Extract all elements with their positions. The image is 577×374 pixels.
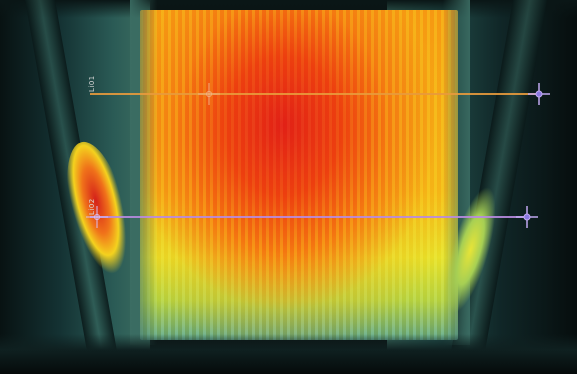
measurement-line-1-label: Li01 xyxy=(88,75,96,92)
crosshair-icon[interactable] xyxy=(516,206,538,228)
measurement-line-2[interactable] xyxy=(90,216,528,218)
crosshair-icon[interactable] xyxy=(528,83,550,105)
bottom-shadow xyxy=(0,334,577,374)
hot-panel xyxy=(140,10,458,340)
crosshair-icon[interactable] xyxy=(86,206,108,228)
crosshair-icon[interactable] xyxy=(198,83,220,105)
measurement-line-1[interactable] xyxy=(90,93,540,95)
